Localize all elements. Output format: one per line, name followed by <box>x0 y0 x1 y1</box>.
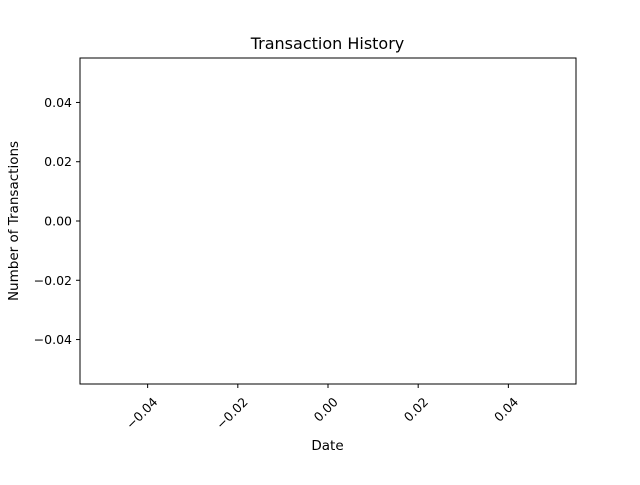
chart-title: Transaction History <box>250 34 405 53</box>
x-axis-label: Date <box>311 438 343 454</box>
y-axis-ticks: 0.04 0.02 0.00 −0.02 −0.04 <box>34 95 80 347</box>
y-tick-label: −0.04 <box>34 332 72 347</box>
y-tick-label: 0.04 <box>44 95 72 110</box>
y-tick-label: 0.02 <box>44 154 72 169</box>
y-tick-label: 0.00 <box>44 214 72 229</box>
y-axis-label: Number of Transactions <box>6 141 22 301</box>
y-tick-label: −0.02 <box>34 273 72 288</box>
